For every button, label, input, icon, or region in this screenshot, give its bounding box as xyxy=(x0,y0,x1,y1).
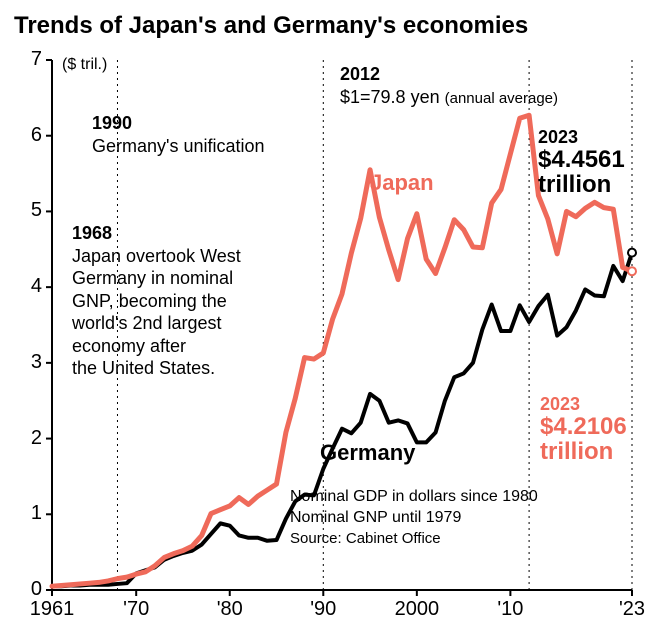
y-tick-label: 6 xyxy=(20,124,42,147)
x-tick-label: 2000 xyxy=(387,598,447,621)
x-tick-label: 1961 xyxy=(22,598,82,621)
annot-1990-body: Germany's unification xyxy=(92,136,265,156)
series-label-germany: Germany xyxy=(320,440,415,466)
series-label-japan: Japan xyxy=(370,170,434,196)
final-label-japan: 2023 $4.2106trillion xyxy=(540,395,627,464)
chart-source: Source: Cabinet Office xyxy=(290,530,441,547)
y-tick-label: 3 xyxy=(20,351,42,374)
y-tick-label: 1 xyxy=(20,502,42,525)
annot-1968-year: 1968 xyxy=(72,223,112,243)
x-tick-label: '70 xyxy=(106,598,166,621)
final-germany-value: $4.4561trillion xyxy=(538,147,625,197)
y-tick-label: 5 xyxy=(20,199,42,222)
annot-1968: 1968 Japan overtook WestGermany in nomin… xyxy=(72,222,241,380)
final-japan-value: $4.2106trillion xyxy=(540,414,627,464)
x-tick-label: '80 xyxy=(200,598,260,621)
x-tick-label: '23 xyxy=(602,598,660,621)
chart-note: Nominal GDP in dollars since 1980Nominal… xyxy=(290,487,538,529)
annot-1968-body: Japan overtook WestGermany in nominalGNP… xyxy=(72,246,241,379)
y-tick-label: 2 xyxy=(20,427,42,450)
x-tick-label: '10 xyxy=(480,598,540,621)
annot-2012-main: $1=79.8 yen xyxy=(340,87,440,107)
final-label-germany: 2023 $4.4561trillion xyxy=(538,128,625,197)
annot-1990-year: 1990 xyxy=(92,113,132,133)
annot-1990: 1990 Germany's unification xyxy=(92,112,265,157)
final-germany-year: 2023 xyxy=(538,128,625,147)
annot-2012-year: 2012 xyxy=(340,64,380,84)
x-tick-label: '90 xyxy=(293,598,353,621)
annot-2012-paren: (annual average) xyxy=(445,90,558,107)
final-japan-year: 2023 xyxy=(540,395,627,414)
annot-2012: 2012 $1=79.8 yen (annual average) xyxy=(340,63,558,108)
y-tick-label: 7 xyxy=(20,48,42,71)
y-tick-label: 4 xyxy=(20,275,42,298)
